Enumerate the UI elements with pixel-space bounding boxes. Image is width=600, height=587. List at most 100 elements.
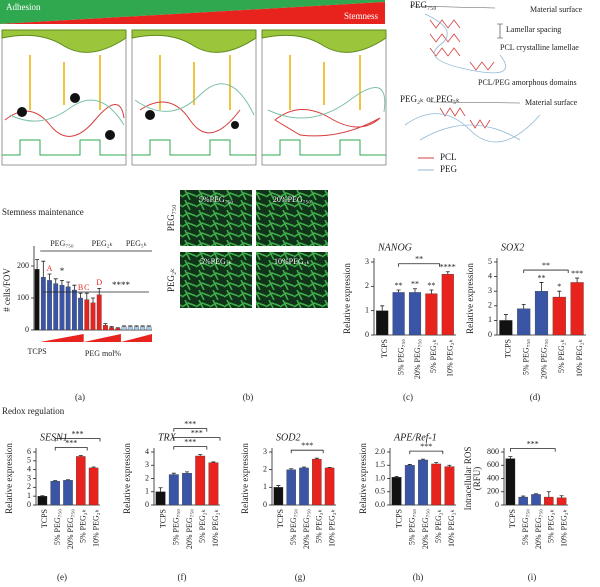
diagram-label: PEG₂ₖ or PEG₅ₖ (400, 94, 460, 104)
y-tick-label: 1.5 (375, 460, 385, 469)
error-bar (91, 466, 96, 468)
chart-title: TRX (158, 432, 177, 443)
gradient-wedge (120, 334, 152, 342)
error-bar (122, 325, 127, 327)
chart-title: NANOG (377, 242, 412, 253)
gradient-wedge (40, 334, 84, 342)
bar (115, 328, 121, 331)
bar (121, 326, 127, 331)
significance: ** (395, 281, 403, 290)
significance: **** (440, 263, 456, 272)
x-tick-label: 5% PEG₂ₖ (434, 509, 443, 543)
y-axis-label: Relative expression (122, 443, 132, 514)
y-axis-label: Intracellular ROS (463, 447, 473, 511)
error-bar (421, 458, 425, 460)
x-tick-label: 20% PEG₇₅₀ (421, 509, 430, 549)
x-tick-label: TCPS (508, 509, 517, 528)
error-bar (302, 466, 306, 468)
x-tick-label: 5% PEG₂ₖ (557, 339, 566, 373)
x-tick-label: 5% PEG₇₅₀ (521, 509, 530, 545)
bar (391, 477, 402, 506)
error-bar (109, 326, 114, 328)
y-tick-label: 800 (487, 447, 499, 456)
error-bar (539, 282, 544, 292)
bar (431, 463, 442, 506)
error-bar (394, 475, 399, 478)
micrograph-row: PEG₇₅₀ (166, 205, 176, 231)
micrograph-row: PEG₂ₖ (166, 268, 176, 292)
x-tick-label: 5% PEG₇₅₀ (289, 509, 298, 545)
y-tick-label: 5 (488, 257, 492, 266)
x-tick-label: 5% PEG₂ₖ (429, 339, 438, 373)
diagram-label: Lamellar spacing (506, 25, 561, 34)
legend-label: PCL (440, 152, 457, 162)
x-tick-label: 5% PEG₂ₖ (79, 509, 88, 543)
y-tick-label: 3 (27, 473, 31, 482)
y-tick-label: 2 (27, 482, 31, 491)
y-tick-label: 1 (145, 487, 149, 496)
bar (37, 496, 48, 506)
bracket (173, 428, 208, 432)
legend-label: PEG (440, 164, 458, 174)
y-tick-label: 1 (27, 491, 31, 500)
letter: A (47, 264, 53, 273)
error-bar (53, 278, 58, 284)
error-bar (575, 277, 580, 283)
error-bar (407, 464, 412, 466)
significance: *** (191, 428, 203, 437)
bar (517, 308, 531, 336)
significance: *** (72, 429, 84, 438)
bar (312, 458, 322, 506)
y-axis-label: # cells/FOV (2, 268, 12, 312)
bar (441, 274, 454, 336)
gradient-right: Stemness (344, 11, 378, 21)
y-tick-label: 2 (145, 473, 149, 482)
x-tick-label: 10% PEG₂ₖ (91, 509, 100, 547)
bar (556, 497, 567, 506)
y-tick-label: 200 (487, 487, 499, 496)
y-tick-label: 6 (27, 447, 31, 456)
panel-label: (b) (243, 392, 254, 402)
y-axis-label: Relative expression (465, 263, 475, 334)
diagram-label: Material surface (525, 98, 578, 107)
bar (505, 458, 516, 506)
bar (88, 467, 99, 506)
y-tick-label: 3 (145, 460, 149, 469)
error-bar (521, 303, 526, 309)
significance: * (60, 266, 65, 276)
bar (518, 496, 528, 506)
significance: *** (184, 437, 196, 446)
error-bar (41, 260, 46, 278)
y-tick-label: 200 (17, 261, 29, 270)
y-tick-label: 1 (263, 482, 267, 491)
error-bar (314, 457, 319, 460)
bar (404, 465, 415, 506)
error-bar (66, 281, 71, 287)
y-tick-label: 2 (488, 301, 492, 310)
micrograph-label: 5%PEG₇₅₀ (199, 195, 233, 204)
y-tick-label: 600 (487, 460, 499, 469)
error-bar (434, 462, 439, 464)
gradient-wedge (83, 334, 121, 342)
x-tick-label: 10% PEG₂ₖ (211, 509, 220, 547)
x-tick-label: 5% PEG₇₅₀ (522, 339, 531, 375)
error-bar (198, 454, 203, 456)
y-tick-label: 0 (25, 325, 29, 334)
x-tick-label: 20% PEG₇₅₀ (534, 509, 543, 549)
significance: * (557, 282, 561, 291)
error-bar (445, 271, 450, 275)
y-tick-label: 2 (263, 464, 267, 473)
diagram-label: PEG₇₅₀ (410, 0, 436, 10)
significance: ** (415, 255, 423, 264)
bar (182, 473, 192, 506)
y-tick-label: 4 (488, 271, 492, 280)
y-tick-label: 0.5 (375, 487, 385, 496)
error-bar (115, 327, 120, 329)
bar (53, 283, 59, 331)
error-bar (534, 493, 538, 495)
significance: **** (112, 280, 131, 290)
x-tick-label: 20% PEG₇₅₀ (539, 339, 548, 379)
y-tick-label: 0 (495, 500, 499, 509)
schematics (1, 29, 387, 166)
error-bar (447, 464, 452, 467)
